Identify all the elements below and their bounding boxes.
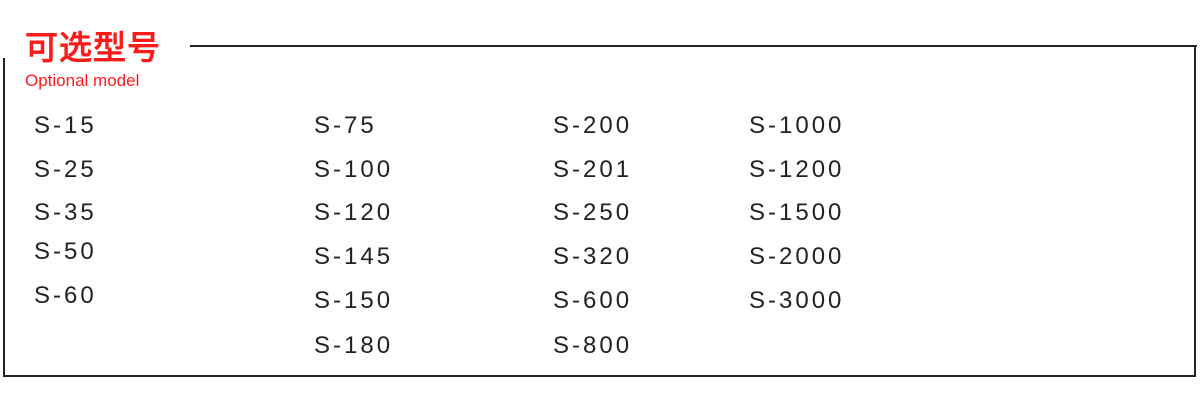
model-item: S-120 [314,199,394,226]
model-item: S-1500 [749,199,845,226]
model-item: S-201 [553,156,633,183]
model-item: S-320 [553,243,633,270]
section-title-english: Optional model [25,71,140,90]
model-item: S-2000 [749,243,845,270]
model-item: S-200 [553,112,633,139]
model-item: S-25 [34,156,97,183]
model-item: S-600 [553,287,633,314]
model-item: S-35 [34,199,97,226]
model-item: S-60 [34,282,97,309]
model-item: S-75 [314,112,377,139]
model-item: S-250 [553,199,633,226]
frame-top-border [190,45,1197,47]
model-item: S-1200 [749,156,845,183]
frame-left-border [3,58,5,377]
model-item: S-800 [553,332,633,359]
model-item: S-150 [314,287,394,314]
model-item: S-15 [34,112,97,139]
section-title-chinese: 可选型号 [25,28,161,67]
model-item: S-3000 [749,287,845,314]
frame-bottom-border [3,375,1196,377]
frame-right-border [1194,45,1196,377]
model-item: S-50 [34,238,97,265]
model-item: S-180 [314,332,394,359]
model-item: S-100 [314,156,394,183]
model-item: S-1000 [749,112,845,139]
model-item: S-145 [314,243,394,270]
